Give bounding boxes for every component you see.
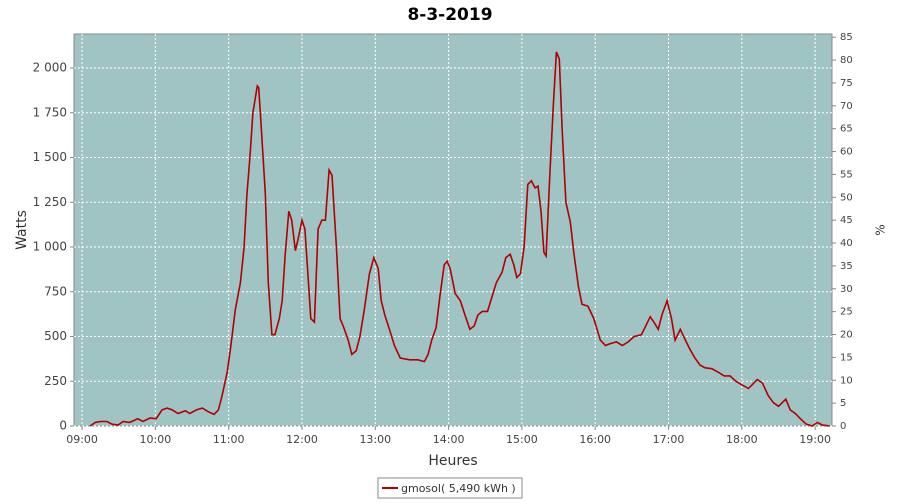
- x-tick-label: 13:00: [359, 433, 391, 446]
- plot-area: [73, 33, 833, 427]
- y2-tick-label: 85: [840, 32, 853, 43]
- x-tick-label: 10:00: [140, 433, 172, 446]
- x-axis-label: Heures: [428, 453, 477, 469]
- y2-tick-label: 70: [840, 101, 853, 112]
- legend-label: gmosol( 5,490 kWh ): [401, 482, 516, 495]
- x-tick-label: 18:00: [726, 433, 758, 446]
- y-tick-label: 1 250: [33, 195, 67, 209]
- y2-tick-label: 25: [840, 307, 853, 318]
- y2-tick-label: 15: [840, 352, 853, 363]
- y-tick-label: 1 000: [33, 240, 67, 254]
- y2-tick-label: 40: [840, 238, 853, 249]
- y-axis-label: Watts: [14, 210, 30, 250]
- y2-tick-label: 80: [840, 55, 853, 66]
- y2-tick-label: 0: [840, 421, 846, 432]
- y2-tick-label: 10: [840, 375, 853, 386]
- x-tick-label: 19:00: [799, 433, 831, 446]
- y-tick-label: 1 750: [33, 105, 67, 119]
- x-tick-label: 14:00: [433, 433, 465, 446]
- y2-tick-label: 30: [840, 284, 853, 295]
- x-tick-label: 16:00: [579, 433, 611, 446]
- y2-tick-label: 50: [840, 192, 853, 203]
- y-tick-label: 500: [44, 329, 67, 343]
- y2-tick-label: 60: [840, 147, 853, 158]
- y2-tick-label: 75: [840, 78, 853, 89]
- chart-title: 8-3-2019: [407, 5, 492, 25]
- x-tick-label: 11:00: [213, 433, 245, 446]
- x-tick-label: 12:00: [286, 433, 318, 446]
- data-line: [89, 51, 830, 427]
- y-tick-label: 0: [59, 419, 67, 433]
- x-tick-label: 09:00: [66, 433, 98, 446]
- y2-tick-label: 45: [840, 215, 853, 226]
- y-tick-label: 2 000: [33, 61, 67, 75]
- y2-tick-label: 55: [840, 169, 853, 180]
- y2-tick-label: 20: [840, 330, 853, 341]
- x-tick-label: 15:00: [506, 433, 538, 446]
- x-tick-label: 17:00: [653, 433, 685, 446]
- y2-tick-label: 65: [840, 124, 853, 135]
- y-tick-label: 1 500: [33, 150, 67, 164]
- y2-tick-label: 5: [840, 398, 846, 409]
- y2-tick-label: 35: [840, 261, 853, 272]
- y-tick-label: 250: [44, 374, 67, 388]
- legend: [377, 477, 523, 499]
- y-tick-label: 750: [44, 284, 67, 298]
- y2-axis-label: %: [874, 224, 888, 235]
